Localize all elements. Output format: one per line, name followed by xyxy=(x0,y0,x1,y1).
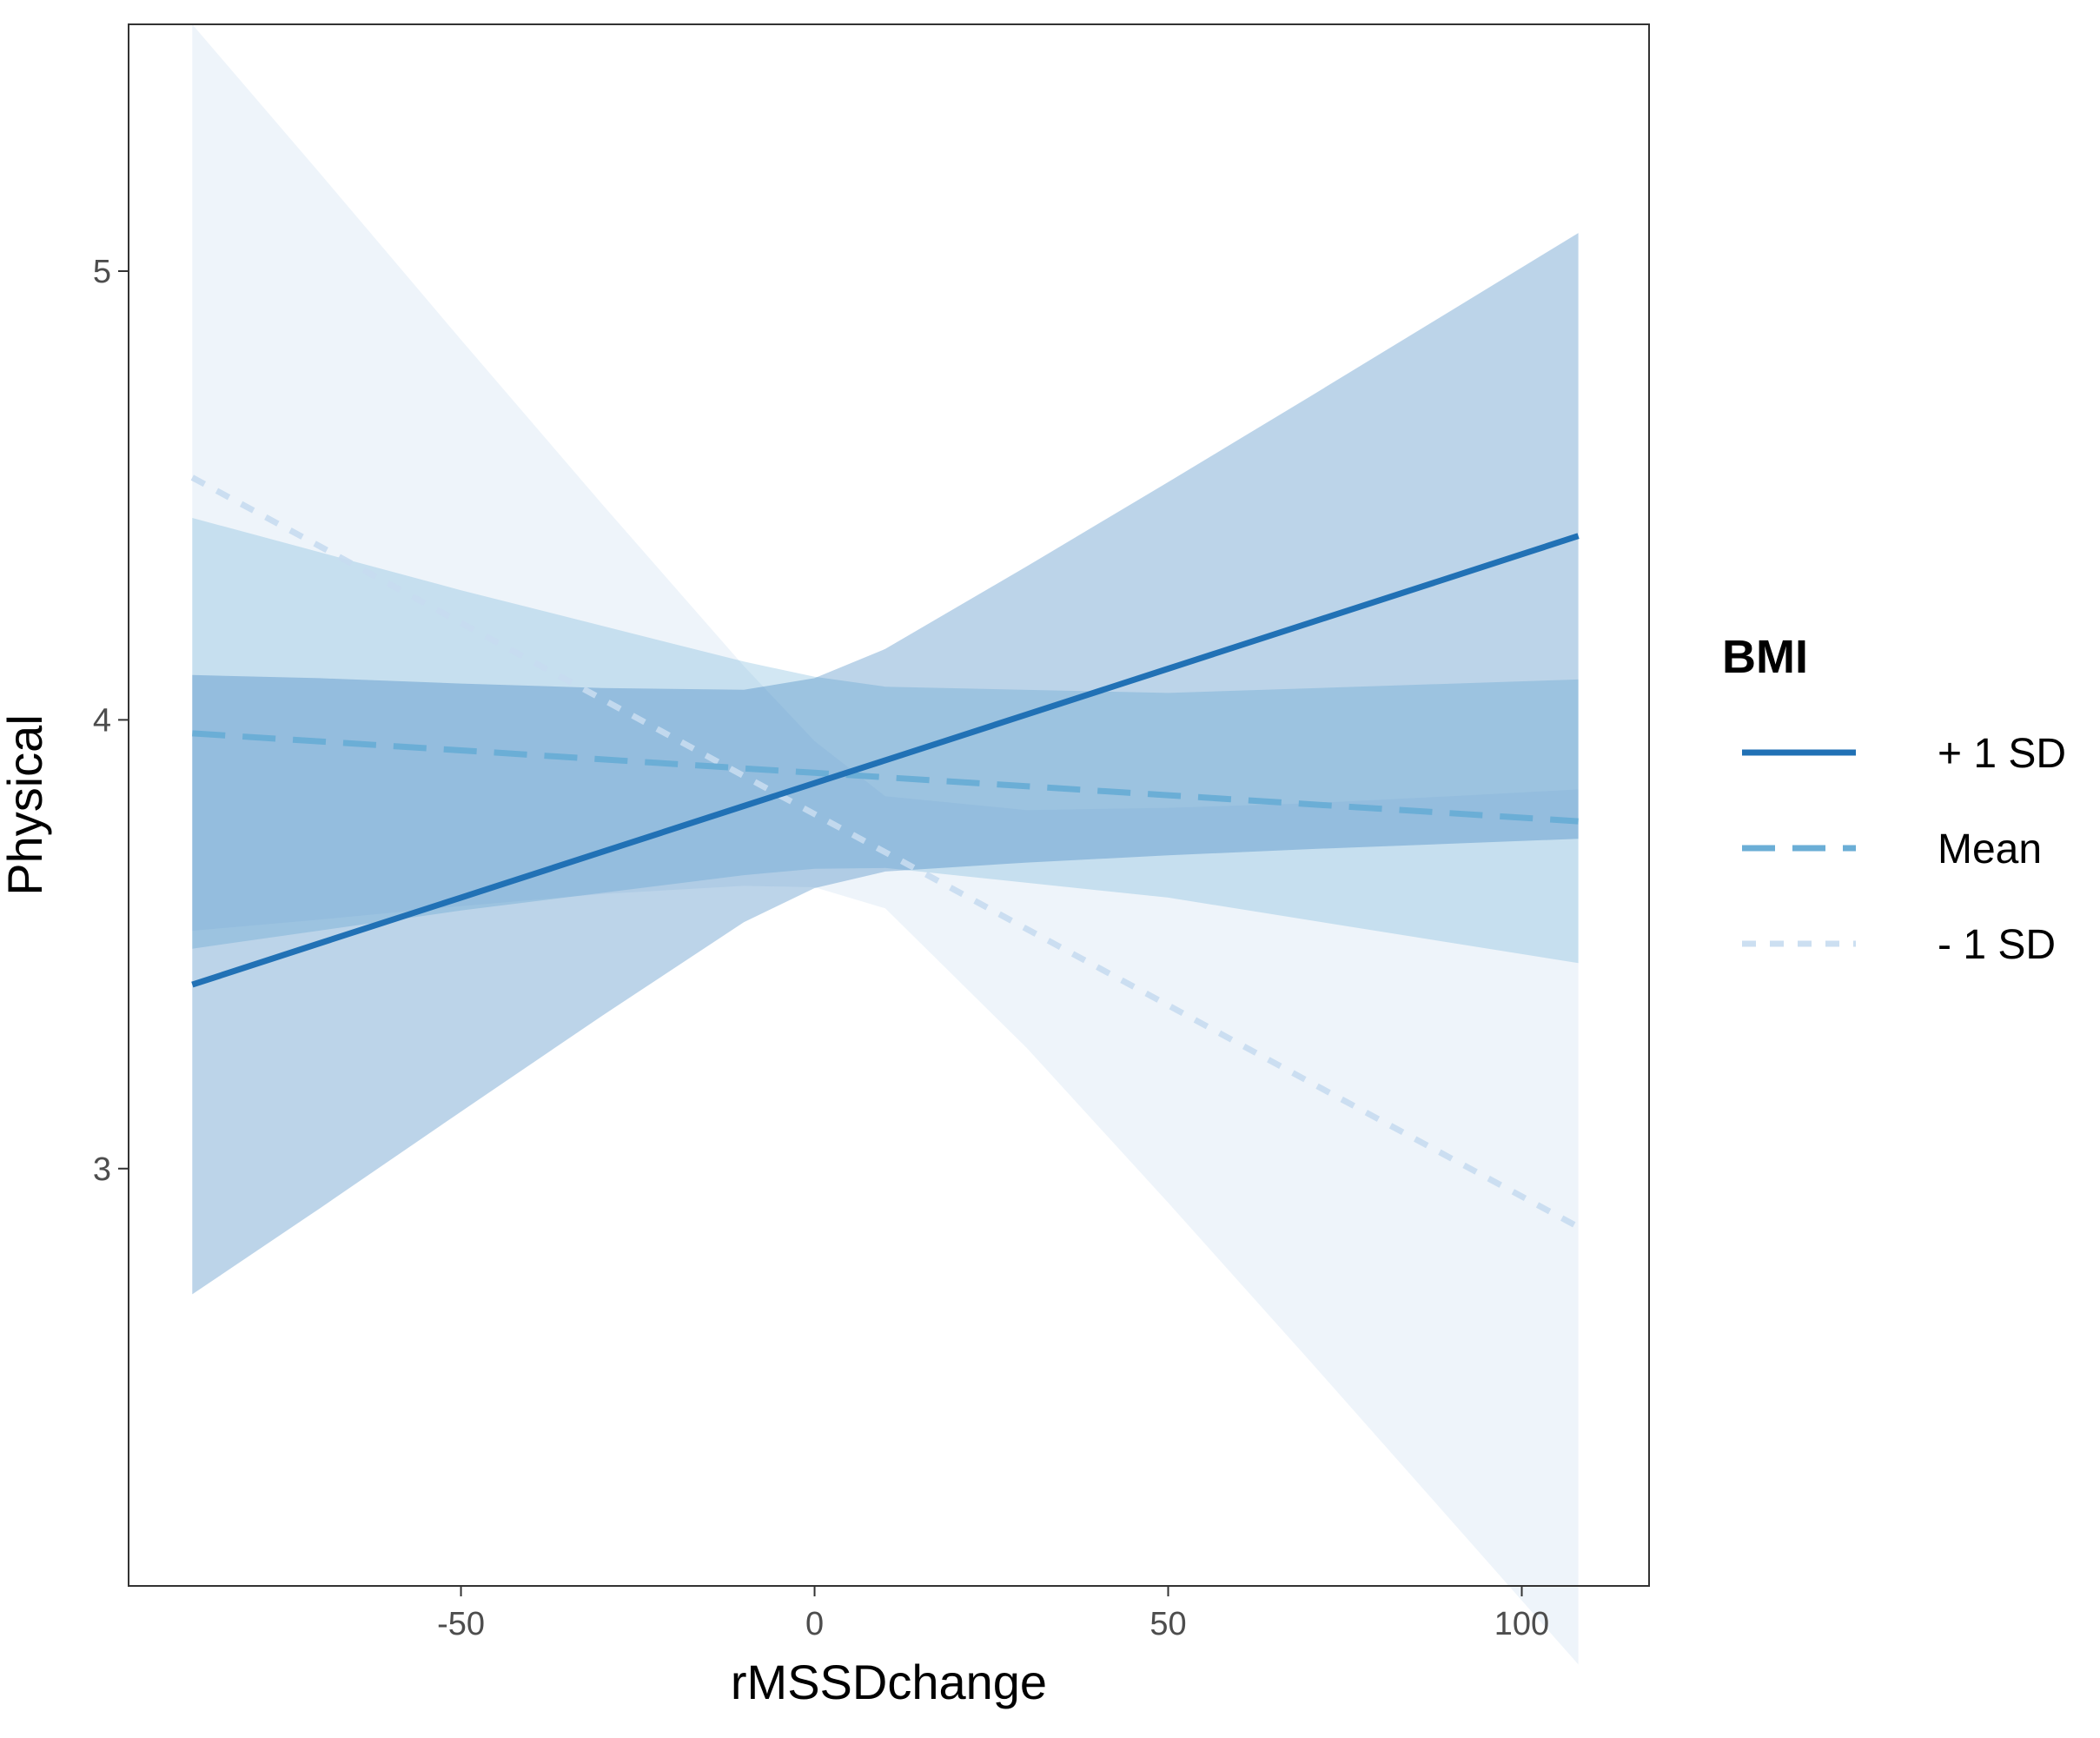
line-1-sd xyxy=(191,533,1580,988)
legend-label-1-sd: + 1 SD xyxy=(1938,731,2066,777)
y-tick-label: 3 xyxy=(93,1151,111,1188)
x-tick-label: 0 xyxy=(805,1606,824,1642)
x-tick-label: 100 xyxy=(1494,1606,1549,1642)
line-mean xyxy=(192,730,1579,825)
band-1-sd xyxy=(192,233,1579,1295)
x-tick-label: -50 xyxy=(437,1606,485,1642)
y-tick-label: 5 xyxy=(93,254,111,290)
y-tick-label: 4 xyxy=(93,702,111,739)
line-1-sd xyxy=(190,474,1580,1230)
legend-items: + 1 SD Mean - 1 SD xyxy=(1742,731,2066,968)
x-tick-label: 50 xyxy=(1149,1606,1186,1642)
series-lines xyxy=(190,474,1580,1230)
x-axis: -50 0 50 100 xyxy=(437,1586,1549,1642)
legend-title: BMI xyxy=(1722,631,1808,683)
x-axis-title: rMSSDchange xyxy=(731,1655,1047,1709)
band-1-sd xyxy=(192,24,1579,1665)
y-axis: 3 4 5 xyxy=(93,254,129,1188)
confidence-bands xyxy=(192,24,1579,1665)
band-mean xyxy=(192,518,1579,964)
panel-border xyxy=(128,23,1650,1587)
legend-label-1-sd: - 1 SD xyxy=(1938,922,2056,968)
y-axis-title: Physical xyxy=(0,714,52,896)
legend-label-mean: Mean xyxy=(1938,826,2042,872)
legend: BMI + 1 SD Mean - 1 SD xyxy=(1722,631,2066,968)
